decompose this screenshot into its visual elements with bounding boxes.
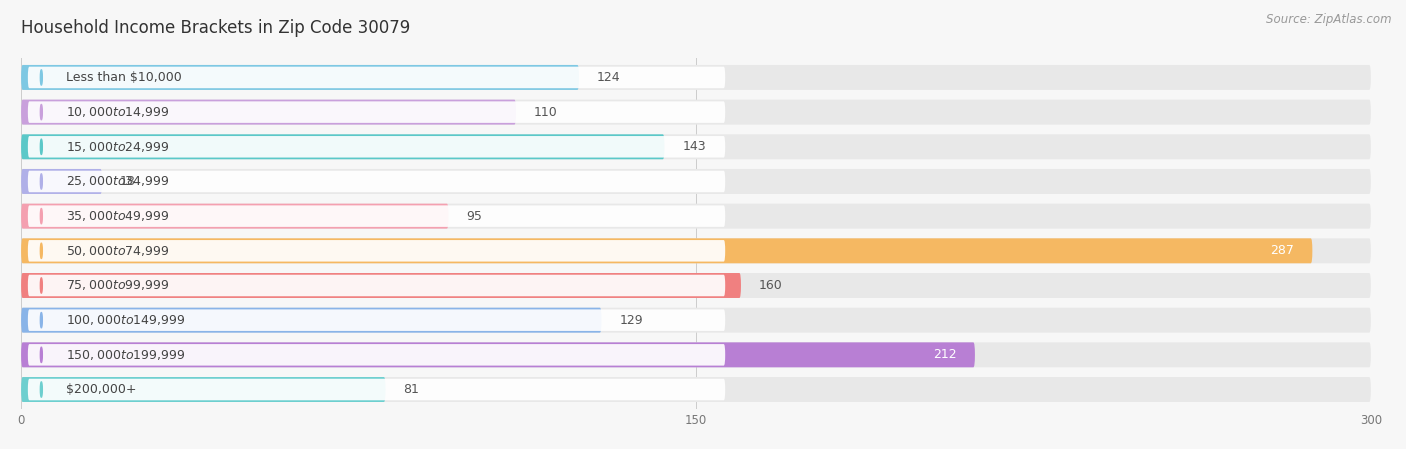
FancyBboxPatch shape	[21, 169, 1371, 194]
Circle shape	[41, 278, 42, 293]
FancyBboxPatch shape	[21, 238, 1312, 263]
Text: $100,000 to $149,999: $100,000 to $149,999	[66, 313, 186, 327]
FancyBboxPatch shape	[28, 101, 725, 123]
FancyBboxPatch shape	[28, 309, 725, 331]
FancyBboxPatch shape	[21, 342, 974, 367]
FancyBboxPatch shape	[21, 134, 1371, 159]
FancyBboxPatch shape	[21, 100, 1371, 125]
Circle shape	[41, 208, 42, 224]
Text: $10,000 to $14,999: $10,000 to $14,999	[66, 105, 170, 119]
Text: $25,000 to $34,999: $25,000 to $34,999	[66, 175, 170, 189]
Text: $150,000 to $199,999: $150,000 to $199,999	[66, 348, 186, 362]
FancyBboxPatch shape	[21, 238, 1371, 263]
FancyBboxPatch shape	[28, 344, 725, 365]
Text: $200,000+: $200,000+	[66, 383, 136, 396]
Circle shape	[41, 70, 42, 85]
Text: $15,000 to $24,999: $15,000 to $24,999	[66, 140, 170, 154]
FancyBboxPatch shape	[21, 273, 741, 298]
Text: 95: 95	[467, 210, 482, 223]
FancyBboxPatch shape	[28, 275, 725, 296]
FancyBboxPatch shape	[28, 240, 725, 262]
Text: Less than $10,000: Less than $10,000	[66, 71, 181, 84]
Text: Source: ZipAtlas.com: Source: ZipAtlas.com	[1267, 13, 1392, 26]
FancyBboxPatch shape	[28, 136, 725, 158]
FancyBboxPatch shape	[21, 377, 385, 402]
Text: $75,000 to $99,999: $75,000 to $99,999	[66, 278, 170, 292]
Text: $35,000 to $49,999: $35,000 to $49,999	[66, 209, 170, 223]
Text: Household Income Brackets in Zip Code 30079: Household Income Brackets in Zip Code 30…	[21, 19, 411, 37]
FancyBboxPatch shape	[21, 342, 1371, 367]
FancyBboxPatch shape	[21, 169, 103, 194]
FancyBboxPatch shape	[21, 204, 1371, 229]
FancyBboxPatch shape	[21, 65, 1371, 90]
FancyBboxPatch shape	[28, 171, 725, 192]
FancyBboxPatch shape	[21, 65, 579, 90]
Text: 160: 160	[759, 279, 783, 292]
Circle shape	[41, 347, 42, 362]
Text: $50,000 to $74,999: $50,000 to $74,999	[66, 244, 170, 258]
Text: 81: 81	[404, 383, 419, 396]
Circle shape	[41, 139, 42, 154]
Text: 124: 124	[598, 71, 620, 84]
Text: 18: 18	[120, 175, 136, 188]
Circle shape	[41, 313, 42, 328]
FancyBboxPatch shape	[21, 204, 449, 229]
Circle shape	[41, 243, 42, 259]
Circle shape	[41, 105, 42, 120]
FancyBboxPatch shape	[28, 67, 725, 88]
FancyBboxPatch shape	[28, 205, 725, 227]
FancyBboxPatch shape	[21, 308, 602, 333]
Text: 143: 143	[682, 140, 706, 153]
Text: 287: 287	[1271, 244, 1295, 257]
FancyBboxPatch shape	[21, 100, 516, 125]
FancyBboxPatch shape	[21, 134, 665, 159]
Text: 110: 110	[534, 106, 558, 119]
Circle shape	[41, 174, 42, 189]
FancyBboxPatch shape	[21, 273, 1371, 298]
FancyBboxPatch shape	[28, 379, 725, 400]
Circle shape	[41, 382, 42, 397]
Text: 212: 212	[934, 348, 957, 361]
Text: 129: 129	[620, 314, 643, 327]
FancyBboxPatch shape	[21, 308, 1371, 333]
FancyBboxPatch shape	[21, 377, 1371, 402]
